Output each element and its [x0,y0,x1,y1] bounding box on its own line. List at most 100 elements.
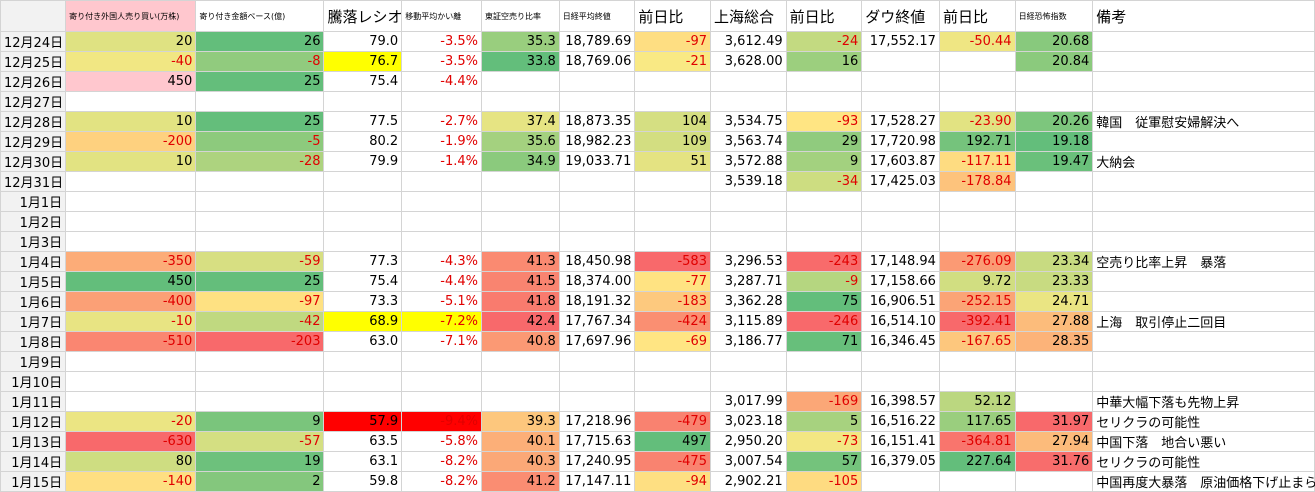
value-cell: 109 [634,131,711,152]
value-cell: -5.1% [401,291,483,312]
value-cell: 39.3 [481,411,560,432]
note-cell: 中国再度大暴落 原油価格下げ止まら [1092,471,1315,492]
value-cell [323,391,403,412]
date-cell: 1月5日 [0,271,67,292]
value-cell [785,351,863,372]
value-cell: -28 [195,151,325,172]
value-cell: -630 [65,431,197,452]
value-cell [785,211,863,232]
value-cell: 57 [785,451,863,472]
header-row: 寄り付き外国人売り買い(万株) 寄り付き金額ベース(億) 騰落レシオ 移動平均かい離東… [0,0,1315,32]
value-cell [634,371,711,392]
value-cell: -140 [65,471,197,492]
value-cell [401,231,483,252]
value-cell: 41.8 [481,291,560,312]
value-cell [861,211,940,232]
value-cell: 20.68 [1014,31,1094,52]
header-cell: 上海総合 [709,0,787,32]
value-cell: -59 [195,251,325,272]
note-cell: セリクラの可能性 [1092,411,1315,432]
note-cell [1092,171,1315,192]
value-cell: 73.3 [323,291,403,312]
value-cell: -97 [195,291,325,312]
value-cell: 17,148.94 [861,251,940,272]
value-cell: -167.65 [938,331,1016,352]
date-cell: 1月3日 [0,231,67,252]
value-cell: -3.5% [401,31,483,52]
value-cell [195,91,325,112]
value-cell [861,351,940,372]
header-cell: 日経恐怖指数 [1014,0,1094,32]
date-cell: 1月4日 [0,251,67,272]
value-cell [401,191,483,212]
value-cell [861,471,940,492]
date-cell: 1月11日 [0,391,67,412]
value-cell: 17,218.96 [558,411,636,432]
value-cell [65,191,197,212]
value-cell: -7.1% [401,331,483,352]
note-cell [1092,351,1315,372]
value-cell: 31.97 [1014,411,1094,432]
value-cell: -50.44 [938,31,1016,52]
value-cell: 23.33 [1014,271,1094,292]
value-cell: 17,767.34 [558,311,636,332]
value-cell: -40 [65,51,197,72]
value-cell: 71 [785,331,863,352]
value-cell: -252.15 [938,291,1016,312]
value-cell: -9 [785,271,863,292]
value-cell: 37.4 [481,111,560,132]
value-cell: -9.4% [401,411,483,432]
value-cell: 3,572.88 [709,151,787,172]
value-cell: -479 [634,411,711,432]
value-cell [709,371,787,392]
value-cell [481,91,560,112]
value-cell [938,471,1016,492]
value-cell: 3,539.18 [709,171,787,192]
header-cell: 前日比 [938,0,1016,32]
value-cell [709,351,787,372]
note-cell: 大納会 [1092,151,1315,172]
value-cell: 33.8 [481,51,560,72]
value-cell: -105 [785,471,863,492]
value-cell: 104 [634,111,711,132]
header-cell: 寄り付き金額ベース(億) [195,0,325,32]
date-cell: 12月31日 [0,171,67,192]
value-cell: 68.9 [323,311,403,332]
value-cell: 497 [634,431,711,452]
data-row: 1月4日 -350 -59 77.3 -4.3% 41.3 18,450.98 -583 3,2… [0,251,1315,272]
value-cell: 18,789.69 [558,31,636,52]
header-cell: ダウ終値 [861,0,940,32]
value-cell [1014,211,1094,232]
note-cell [1092,331,1315,352]
data-row: 1月2日 [0,211,1315,232]
data-row: 12月29日 -200 -5 80.2 -1.9% 35.6 18,982.23 109 3,5… [0,131,1315,152]
value-cell: 3,628.00 [709,51,787,72]
value-cell: 17,697.96 [558,331,636,352]
value-cell [323,371,403,392]
value-cell: 75 [785,291,863,312]
value-cell: -34 [785,171,863,192]
header-cell: 日経平均終値 [558,0,636,32]
value-cell: 17,720.98 [861,131,940,152]
value-cell: 17,425.03 [861,171,940,192]
value-cell: -8 [195,51,325,72]
value-cell [323,171,403,192]
value-cell: -57 [195,431,325,452]
value-cell: 3,612.49 [709,31,787,52]
value-cell: -583 [634,251,711,272]
header-cell: 騰落レシオ [323,0,403,32]
value-cell [323,191,403,212]
value-cell: 3,007.54 [709,451,787,472]
value-cell [195,391,325,412]
value-cell: -73 [785,431,863,452]
data-row: 12月25日 -40 -8 76.7 -3.5% 33.8 18,769.06 -21 3,62… [0,51,1315,72]
value-cell [1014,471,1094,492]
data-row: 1月7日 -10 -42 68.9 -7.2% 42.4 17,767.34 -424 3,11… [0,311,1315,332]
value-cell [785,91,863,112]
value-cell [709,91,787,112]
value-cell: -97 [634,31,711,52]
data-row: 12月30日 10 -28 79.9 -1.4% 34.9 19,033.71 51 3,572… [0,151,1315,172]
value-cell: -1.4% [401,151,483,172]
value-cell [709,231,787,252]
date-cell: 12月29日 [0,131,67,152]
